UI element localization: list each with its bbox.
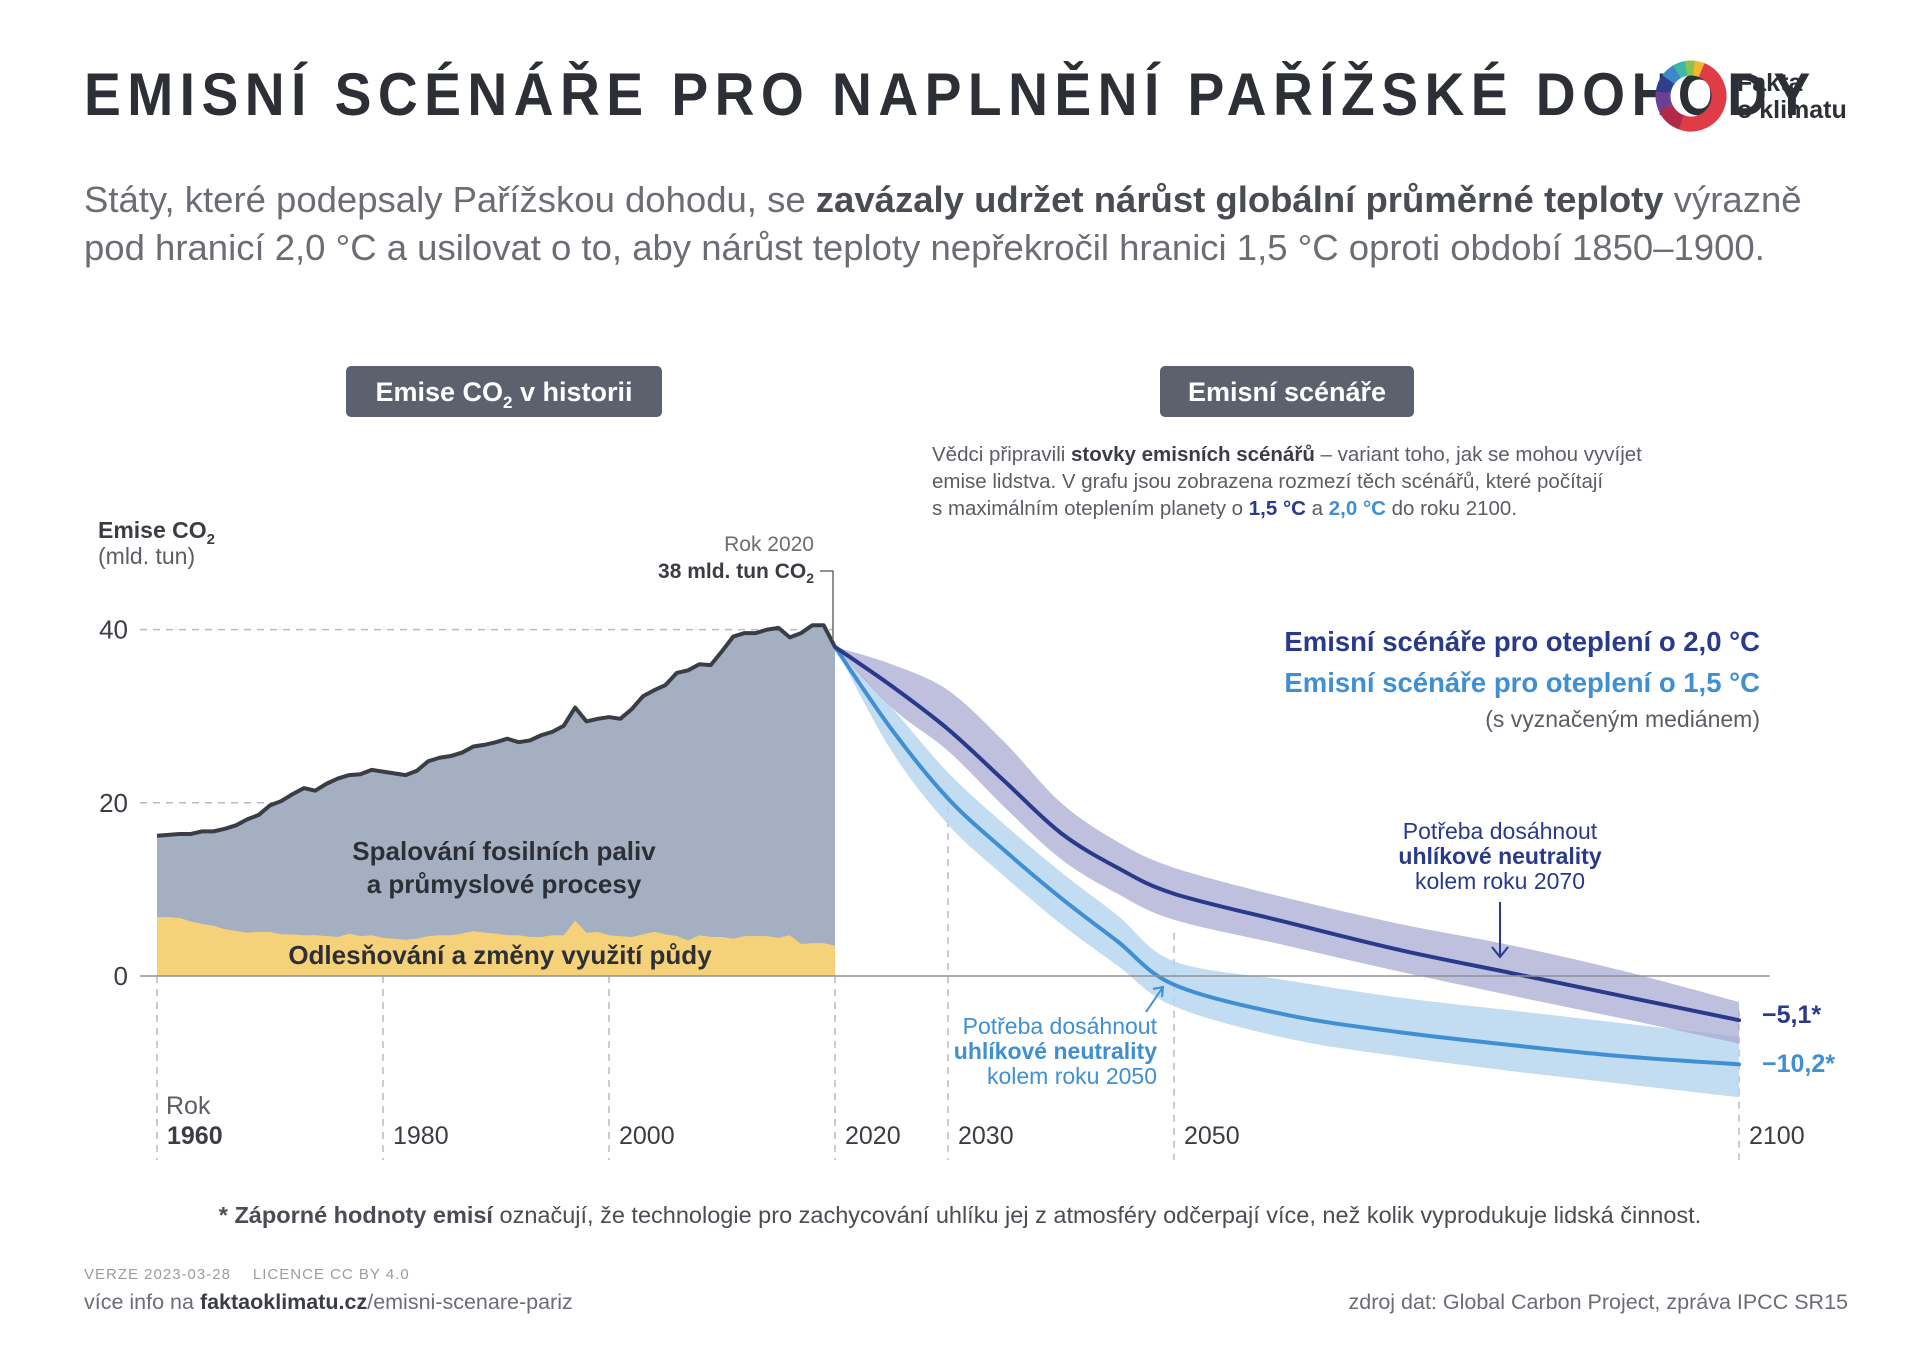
history-label-box [346,366,662,417]
fossil-label-line-1: Spalování fosilních paliv [352,836,656,866]
scenario-description-line-2: emise lidstva. V grafu jsou zobrazena ro… [932,470,1603,493]
neutrality-2070-line-1: Potřeba dosáhnout [1403,818,1598,844]
year-2020-label: Rok 2020 [724,533,814,556]
scenario-label-box [1160,366,1414,417]
series-lines [156,623,1741,1067]
neutrality-2070-arrow-icon [1491,902,1509,959]
subtitle-bold: zavázaly udržet nárůst globální průměrné… [815,179,1664,220]
meta-info: VERZE 2023-03-28 LICENCE CC BY 4.0 [84,1266,432,1283]
version-text: VERZE 2023-03-28 [84,1266,231,1283]
scenario-description-line-3: s maximálním oteplením planety o 1,5 °C … [932,497,1517,520]
scenario-median-line-2-0 [833,644,1741,1023]
x-tick-label-2000: 2000 [619,1122,675,1150]
x-axis-rok-label: Rok [166,1092,211,1120]
subtitle-part-1: Státy, které podepsaly Pařížskou dohodu,… [84,179,816,220]
land-use-area [157,917,835,976]
end-value-2-0: −5,1* [1762,1001,1821,1029]
more-info-link[interactable]: faktaoklimatu.cz [199,1290,368,1314]
history-total-line [156,623,837,838]
y-axis-unit: (mld. tun) [98,543,195,569]
fossil-fuel-area [157,625,835,976]
license-text: LICENCE CC BY 4.0 [252,1266,410,1283]
x-tick-label-2020: 2020 [845,1122,901,1150]
legend-median-note: (s vyznačeným mediánem) [1485,706,1760,732]
more-info-prefix: více info na [84,1290,200,1314]
end-value-1-5: −10,2* [1762,1050,1835,1078]
y-axis-label: Emise CO2 [98,517,215,548]
value-2020-label: 38 mld. tun CO2 [658,560,814,586]
footnote-bold: * Záporné hodnoty emisí [218,1202,493,1228]
scenario-description-line-1: Vědci připravili stovky emisních scénářů… [932,443,1642,466]
y-tick-label-20: 20 [99,788,128,818]
land-use-label: Odlesňování a změny využití půdy [288,940,712,970]
subtitle: Státy, které podepsaly Pařížskou dohodu,… [84,176,1864,272]
neutrality-2070-line-3: kolem roku 2070 [1415,868,1585,894]
legend-1-5: Emisní scénáře pro oteplení o 1,5 °C [1284,667,1760,698]
logo-text: Fakta o klimatu [1737,70,1847,124]
neutrality-2050-line-1: Potřeba dosáhnout [963,1013,1158,1039]
logo-ring-icon [1655,60,1727,132]
x-tick-label-1960: 1960 [167,1122,223,1150]
y-tick-label-0: 0 [114,961,128,991]
scenario-median-line-1-5 [833,644,1741,1067]
x-tick-label-1980: 1980 [393,1122,449,1150]
logo-line-2: o klimatu [1737,96,1847,124]
scenario-label-text: Emisní scénáře [1188,377,1386,407]
neutrality-2050-line-3: kolem roku 2050 [987,1063,1157,1089]
scenario-band-1-5 [835,646,1739,1098]
data-source: zdroj dat: Global Carbon Project, zpráva… [1348,1290,1848,1314]
scenario-band-2-0 [835,646,1739,1044]
footnote: * Záporné hodnoty emisí označují, že tec… [0,1202,1920,1229]
neutrality-2070-line-2: uhlíkové neutrality [1398,843,1601,869]
fossil-label-line-2: a průmyslové procesy [367,869,642,899]
x-tick-label-2100: 2100 [1749,1122,1805,1150]
more-info-path[interactable]: /emisni-scenare-pariz [367,1290,573,1314]
history-label-text: Emise CO2 v historii [375,377,632,412]
subtitle-part-2: výrazně pod hranicí 2,0 °C a usilovat o … [84,179,1802,268]
scenario-bands [835,646,1739,1098]
neutrality-2050-line-2: uhlíkové neutrality [954,1038,1157,1064]
footnote-rest: označují, že technologie pro zachycování… [492,1202,1702,1228]
x-tick-label-2030: 2030 [958,1122,1014,1150]
axes-layer: 0 20 40 1960 1980 2000 2020 2030 2050 2100 [99,615,1805,1150]
more-info: více info na faktaoklimatu.cz/emisni-sce… [84,1290,573,1315]
value-2020-leader [820,570,834,640]
neutrality-2050-arrow-icon [1145,985,1165,1013]
x-tick-label-2050: 2050 [1184,1122,1240,1150]
y-tick-label-40: 40 [99,615,128,645]
page-title: EMISNÍ SCÉNÁŘE PRO NAPLNĚNÍ PAŘÍŽSKÉ DOH… [84,61,1817,128]
legend-2-0: Emisní scénáře pro oteplení o 2,0 °C [1284,626,1760,657]
fakta-o-klimatu-logo[interactable]: Fakta o klimatu [1655,60,1865,132]
logo-line-1: Fakta [1737,69,1803,97]
history-areas [157,625,835,976]
